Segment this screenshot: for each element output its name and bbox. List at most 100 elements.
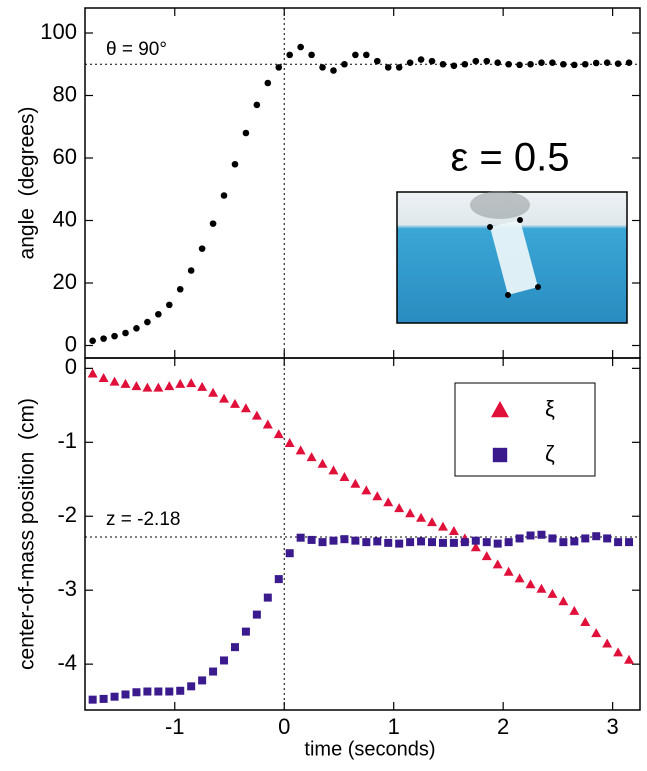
marker-triangle: [229, 398, 240, 408]
marker-circle: [220, 192, 228, 199]
legend-label: ξ: [545, 396, 555, 421]
marker-circle: [165, 301, 173, 309]
marker-triangle: [339, 472, 350, 482]
marker-square: [570, 537, 579, 546]
y-tick-label: 100: [40, 19, 77, 44]
marker-triangle: [306, 452, 317, 462]
marker-circle: [275, 64, 283, 71]
legend: [454, 382, 596, 477]
marker-square: [99, 694, 108, 703]
marker-triangle: [186, 378, 197, 388]
y-tick-label: 40: [53, 206, 77, 231]
marker-square: [252, 610, 261, 619]
marker-square: [460, 538, 469, 547]
marker-circle: [187, 267, 195, 274]
marker-circle: [308, 51, 315, 59]
x-axis-title: time (seconds): [304, 738, 435, 760]
y-tick-label: -1: [57, 428, 77, 453]
marker-triangle: [470, 542, 481, 552]
x-tick-label: 2: [497, 714, 509, 739]
marker-square: [187, 682, 196, 691]
marker-triangle: [602, 638, 613, 648]
marker-square: [351, 536, 360, 545]
marker-circle: [614, 60, 622, 67]
marker-square: [362, 538, 371, 547]
marker-circle: [581, 60, 589, 68]
y-axis-title: center-of-mass position (cm): [16, 398, 39, 670]
marker-circle: [198, 245, 206, 252]
marker-square: [471, 536, 480, 545]
marker-circle: [603, 59, 611, 66]
marker-circle: [560, 60, 567, 68]
marker-square: [88, 695, 97, 704]
marker-square: [537, 530, 546, 539]
marker-square: [220, 656, 229, 665]
marker-triangle: [437, 521, 448, 531]
y-axis-title: angle (degrees): [16, 107, 39, 260]
marker-triangle: [591, 628, 602, 638]
y-tick-label: -4: [57, 650, 77, 675]
marker-square: [581, 534, 590, 543]
marker-square: [121, 690, 130, 699]
y-tick-label: -3: [57, 576, 77, 601]
marker-triangle: [240, 403, 251, 413]
marker-circle: [538, 59, 545, 66]
marker-square: [526, 531, 535, 540]
marker-circle: [122, 329, 129, 337]
marker-square: [449, 538, 458, 547]
marker-circle: [384, 64, 392, 71]
marker-triangle: [175, 378, 186, 388]
marker-circle: [330, 67, 337, 74]
marker-triangle: [328, 465, 339, 475]
marker-triangle: [624, 654, 635, 664]
marker-triangle: [481, 551, 492, 561]
marker-triangle: [427, 517, 438, 527]
marker-circle: [363, 51, 370, 59]
marker-square: [110, 692, 119, 701]
y-tick-label: 60: [53, 144, 77, 169]
marker-square: [373, 537, 382, 546]
marker-square: [285, 549, 294, 558]
y-tick-label: 80: [53, 81, 77, 106]
marker-square: [132, 688, 141, 697]
y-tick-label: -2: [57, 502, 77, 527]
marker-square: [165, 687, 174, 696]
marker-triangle: [197, 381, 208, 391]
marker-triangle: [558, 596, 569, 606]
marker-circle: [209, 220, 217, 227]
marker-triangle: [164, 381, 175, 391]
marker-circle: [516, 61, 523, 69]
marker-circle: [527, 60, 534, 68]
marker-triangle: [372, 491, 383, 501]
y-tick-label: 0: [65, 354, 77, 379]
marker-circle: [417, 56, 425, 63]
marker-circle: [242, 129, 250, 137]
marker-square: [406, 538, 415, 547]
marker-square: [318, 538, 327, 547]
marker-square: [263, 593, 272, 602]
marker-triangle: [569, 605, 580, 615]
marker-circle: [625, 59, 633, 66]
marker-circle: [472, 57, 480, 65]
marker-square: [417, 537, 426, 546]
marker-square: [307, 535, 316, 544]
marker-circle: [319, 64, 326, 71]
marker-triangle: [219, 393, 230, 403]
x-tick-label: 0: [278, 714, 290, 739]
marker-circle: [549, 59, 556, 66]
marker-circle: [352, 51, 359, 59]
marker-square: [143, 687, 152, 696]
marker-triangle: [613, 647, 624, 657]
marker-square: [230, 643, 239, 652]
marker-circle: [264, 79, 272, 87]
marker-square: [176, 686, 185, 695]
marker-square: [625, 538, 634, 547]
marker-circle: [133, 325, 140, 332]
marker-triangle: [120, 378, 131, 388]
marker-triangle: [317, 458, 328, 468]
marker-triangle: [361, 485, 372, 495]
marker-triangle: [416, 512, 427, 522]
marker-square: [438, 538, 447, 547]
